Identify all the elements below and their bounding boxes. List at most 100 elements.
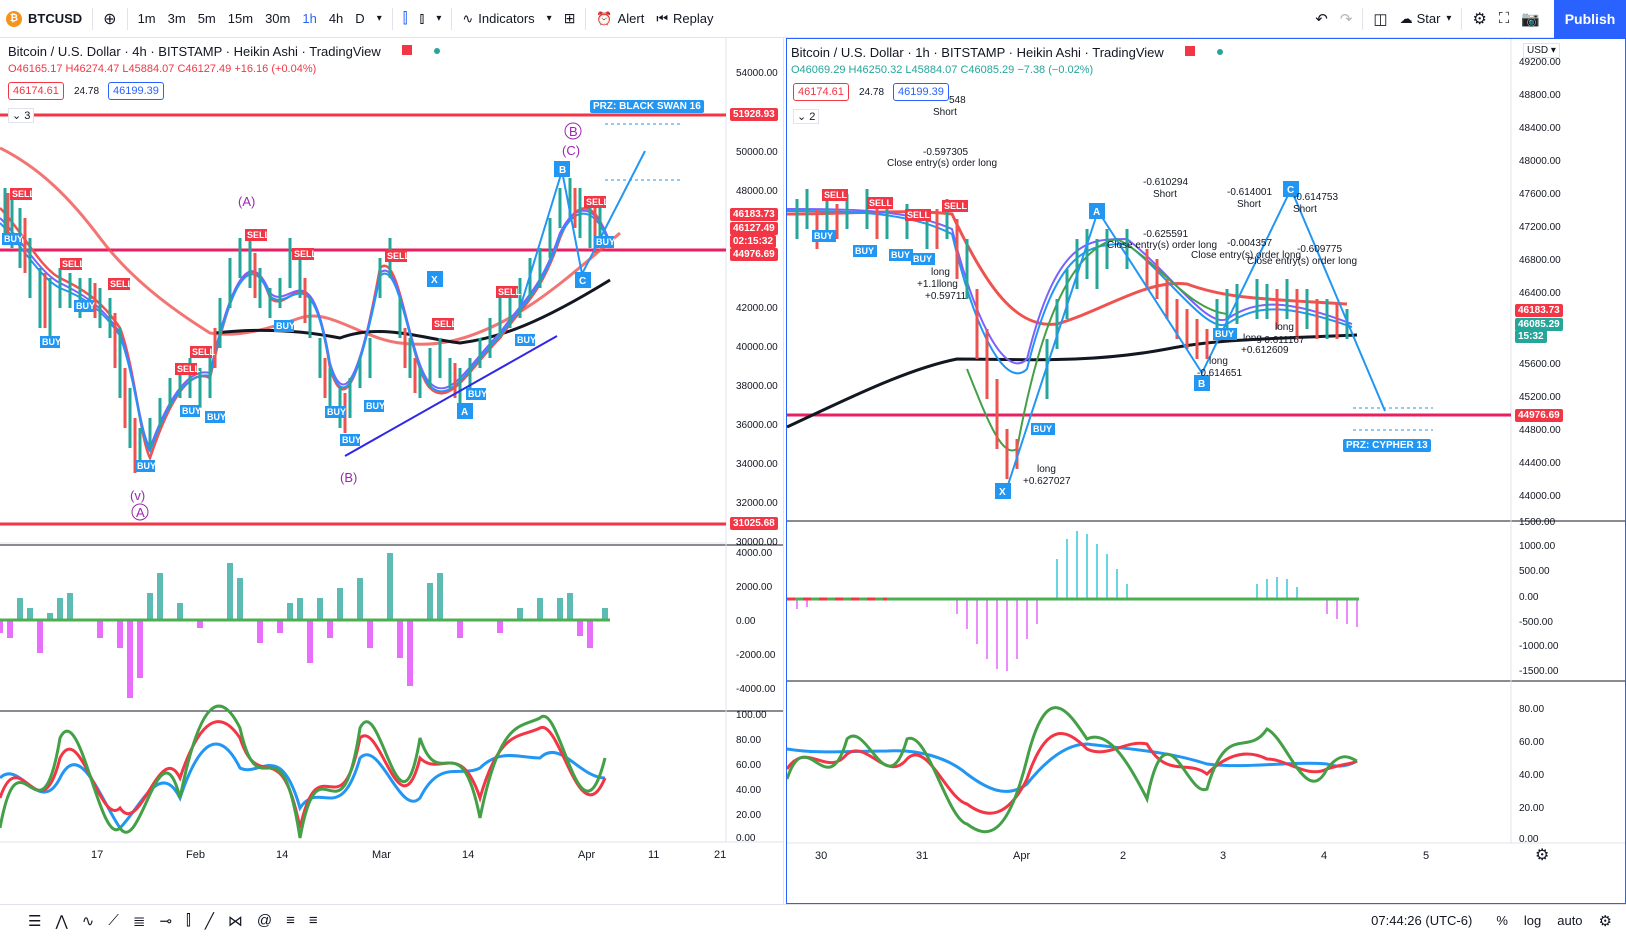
rewind-icon: ⏮	[656, 10, 669, 26]
svg-text:BUY: BUY	[596, 237, 615, 247]
wave-label-v: (v)	[130, 488, 145, 503]
settings-gear-icon[interactable]: ⚙	[1598, 912, 1612, 930]
trendline-icon[interactable]: ⟋	[108, 912, 119, 929]
left-indicator-toggle[interactable]: ⌄ 3	[8, 108, 35, 123]
tf-d[interactable]: D	[355, 11, 365, 26]
divider	[1362, 7, 1364, 30]
spiral-icon[interactable]: @	[256, 912, 273, 929]
camera-icon[interactable]: 📷	[1521, 10, 1540, 28]
candles	[3, 178, 602, 473]
svg-text:SELL: SELL	[434, 319, 458, 329]
fib-icon[interactable]: ≣	[132, 912, 146, 930]
chevron-down-icon[interactable]: ▾	[546, 13, 552, 24]
indicators-button[interactable]: ∿ Indicators	[462, 10, 535, 27]
svg-text:B: B	[1198, 379, 1205, 390]
left-red-flag-icon[interactable]	[402, 45, 412, 55]
gann-icon[interactable]: ≡	[286, 912, 295, 929]
tf-30m[interactable]: 30m	[265, 11, 291, 26]
tf-3m[interactable]: 3m	[167, 11, 186, 26]
svg-text:SELL: SELL	[192, 347, 216, 357]
bar-type-icon[interactable]: ⫾	[419, 10, 425, 27]
clock-label[interactable]: 07:44:26 (UTC-6)	[1371, 913, 1473, 928]
left-chart-canvas[interactable]: BUY SELL SELL BUY BUY SELL BUY SELL SELL…	[0, 38, 784, 904]
layout-grid-icon[interactable]: ⊞	[563, 10, 576, 26]
svg-text:BUY: BUY	[42, 337, 61, 347]
fullscreen-icon[interactable]: ⛶	[1498, 10, 1510, 27]
chevron-down-icon[interactable]: ▾	[376, 13, 382, 24]
symbol-search[interactable]: ₿ BTCUSD	[0, 0, 88, 38]
pattern-icon[interactable]: ⋀	[55, 912, 68, 930]
left-ask-chip[interactable]: 46199.39	[108, 82, 164, 100]
chart-settings-gear-icon[interactable]: ⚙	[1535, 847, 1550, 864]
svg-text:SELL: SELL	[907, 210, 931, 220]
top-toolbar: ₿ BTCUSD ⊕ 1m 3m 5m 15m 30m 1h 4h D ▾ ⫿ …	[0, 0, 1626, 38]
undo-icon[interactable]: ↶	[1315, 10, 1328, 28]
svg-text:BUY: BUY	[327, 407, 346, 417]
layout-icon[interactable]: ◫	[1373, 10, 1388, 28]
indicators-icon: ∿	[462, 10, 474, 26]
tf-1m[interactable]: 1m	[137, 11, 156, 26]
right-bid-chip[interactable]: 46174.61	[793, 83, 849, 101]
right-red-flag-icon[interactable]	[1185, 46, 1195, 56]
strategy-annotations: 548 Short -0.597305 Close entry(s) order…	[887, 95, 1358, 487]
divider	[92, 7, 94, 30]
svg-text:SELL: SELL	[247, 230, 271, 240]
divider	[585, 7, 587, 30]
tf-5m[interactable]: 5m	[197, 11, 216, 26]
settings-gear-icon[interactable]: ⚙	[1472, 10, 1487, 28]
currency-selector[interactable]: USD ▾	[1523, 43, 1560, 58]
redo-icon[interactable]: ↷	[1339, 10, 1353, 28]
left-status-dot-icon	[434, 48, 440, 54]
publish-button[interactable]: Publish	[1554, 0, 1626, 38]
horizontal-lines-icon[interactable]: ☰	[28, 912, 42, 930]
svg-text:BUY: BUY	[517, 335, 536, 345]
tf-4h[interactable]: 4h	[328, 11, 344, 26]
svg-text:SELL: SELL	[387, 251, 411, 261]
alert-button[interactable]: ⏰ Alert	[596, 10, 645, 27]
divider	[391, 7, 393, 30]
right-chart[interactable]: X A B C SELL SELL SELL SELL BUY BUY BUY …	[786, 38, 1626, 904]
left-prz-label: PRZ: BLACK SWAN 16	[590, 100, 704, 113]
svg-text:BUY: BUY	[1215, 329, 1234, 339]
replay-button[interactable]: ⏮ Replay	[656, 10, 714, 27]
svg-text:SELL: SELL	[498, 287, 522, 297]
tf-1h[interactable]: 1h	[302, 11, 317, 26]
wave-icon[interactable]: ∿	[81, 912, 95, 930]
svg-text:SELL: SELL	[177, 364, 201, 374]
right-ask-chip[interactable]: 46199.39	[893, 83, 949, 101]
left-ohlc: O46165.17 H46274.47 L45884.07 C46127.49 …	[8, 63, 317, 75]
right-indicator-toggle[interactable]: ⌄ 2	[793, 109, 820, 124]
percent-toggle[interactable]: %	[1496, 913, 1508, 928]
right-chart-canvas[interactable]: X A B C SELL SELL SELL SELL BUY BUY BUY …	[787, 39, 1625, 904]
svg-text:C: C	[1287, 185, 1294, 196]
candle-type-icon[interactable]: ⫿	[402, 10, 408, 27]
rsi-lines	[0, 704, 607, 839]
svg-text:BUY: BUY	[276, 321, 295, 331]
left-bid-chip[interactable]: 46174.61	[8, 82, 64, 100]
svg-text:SELL: SELL	[944, 201, 968, 211]
left-chart-title: Bitcoin / U.S. Dollar · 4h · BITSTAMP · …	[8, 44, 381, 59]
svg-text:X: X	[431, 275, 438, 286]
svg-text:B: B	[559, 165, 566, 176]
star-button[interactable]: ☁ Star ▾	[1399, 10, 1452, 27]
svg-text:C: C	[579, 276, 586, 287]
svg-text:BUY: BUY	[891, 250, 910, 260]
xabcd-icon[interactable]: ⋈	[227, 912, 243, 930]
compare-icon[interactable]: ⊕	[103, 10, 117, 28]
position-icon[interactable]: ≡	[308, 912, 318, 929]
right-status-dot-icon	[1217, 49, 1223, 55]
chevron-down-icon[interactable]: ▾	[436, 13, 442, 24]
hline-icon[interactable]: ⊸	[159, 912, 173, 930]
left-chart[interactable]: BUY SELL SELL BUY BUY SELL BUY SELL SELL…	[0, 38, 784, 904]
log-toggle[interactable]: log	[1523, 913, 1542, 928]
bars-icon[interactable]: ⫿	[186, 912, 191, 929]
tf-15m[interactable]: 15m	[227, 11, 254, 26]
auto-toggle[interactable]: auto	[1557, 913, 1583, 928]
signal-markers: BUY SELL SELL BUY BUY SELL BUY SELL SELL…	[2, 188, 615, 472]
svg-text:X: X	[999, 487, 1006, 498]
alarm-clock-icon: ⏰	[596, 10, 613, 26]
wave-label-a: (A)	[238, 194, 255, 209]
line-icon[interactable]: ╱	[204, 912, 214, 930]
chevron-down-icon: ⌄	[12, 110, 22, 122]
chevron-down-icon: ▾	[1446, 13, 1452, 24]
